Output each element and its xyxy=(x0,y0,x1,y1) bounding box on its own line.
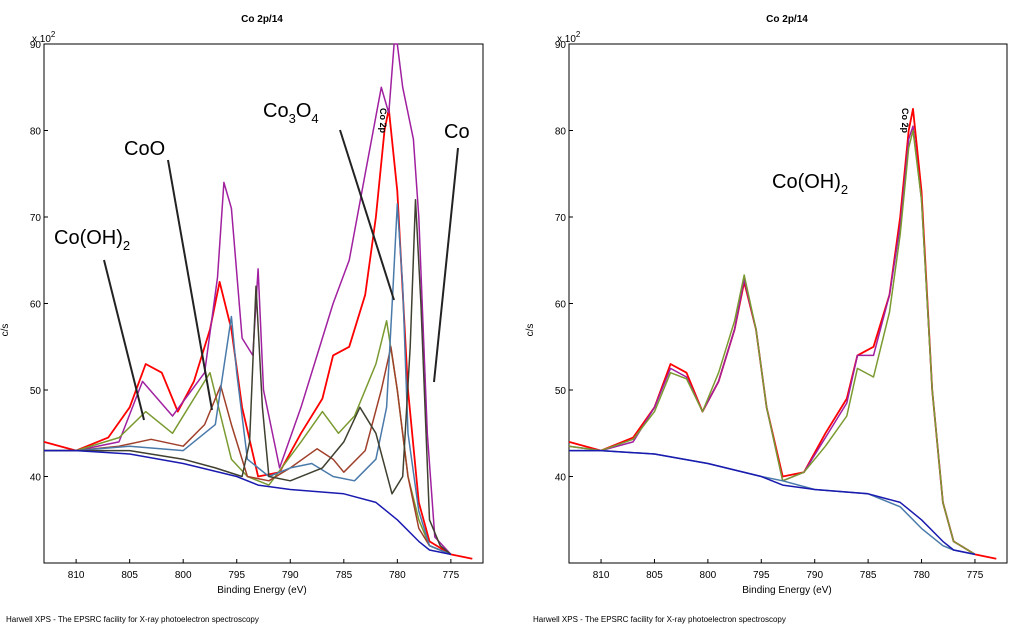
annotation-line-co xyxy=(433,147,459,383)
series-group xyxy=(43,43,473,560)
chart-panel-left: Co 2p/14 40 50 60 70 80 90 810 805 800 795 790 785… xyxy=(0,14,484,596)
series-group xyxy=(568,108,997,560)
x-tick-label: 810 xyxy=(68,570,85,581)
peak-label: Co 2p xyxy=(378,108,388,134)
series-line xyxy=(44,346,452,556)
y-axis-label: c/s xyxy=(525,324,536,337)
y-tick-label: 50 xyxy=(30,386,42,397)
y-tick-label: 50 xyxy=(555,386,567,397)
y-scale-label: x 102 xyxy=(557,30,581,45)
x-tick-label: 795 xyxy=(228,570,245,581)
x-tick-label: 805 xyxy=(646,570,663,581)
x-tick-label: 810 xyxy=(593,570,610,581)
y-axis: 40 50 60 70 80 90 xyxy=(555,40,573,484)
annotation-coo: CoO xyxy=(124,138,165,160)
y-axis: 40 50 60 70 80 90 xyxy=(30,40,48,484)
series-line xyxy=(569,449,976,556)
annotation-cooh2: Co(OH)2 xyxy=(54,227,130,253)
x-axis: 810 805 800 795 790 785 780 775 xyxy=(593,559,984,581)
series-line xyxy=(44,203,452,556)
x-axis-label: Binding Energy (eV) xyxy=(217,585,307,596)
annotation-line-cooh2 xyxy=(103,259,145,421)
y-scale-label: x 102 xyxy=(32,30,56,45)
annotation-co: Co xyxy=(444,121,470,143)
chart-title: Co 2p/14 xyxy=(241,14,283,25)
x-tick-label: 780 xyxy=(389,570,406,581)
footer-right: Harwell XPS - The EPSRC facility for X-r… xyxy=(533,615,786,624)
series-line xyxy=(569,449,976,556)
y-tick-label: 40 xyxy=(555,473,567,484)
chart-panel-right: Co 2p/14 40 50 60 70 80 90 810 805 800 795 790 785… xyxy=(525,14,1008,596)
series-line xyxy=(568,129,976,556)
annotation-line-coo xyxy=(167,159,213,411)
y-axis-label: c/s xyxy=(0,324,11,337)
x-tick-label: 785 xyxy=(335,570,352,581)
y-tick-label: 90 xyxy=(30,40,42,51)
x-tick-label: 805 xyxy=(121,570,138,581)
annotation-cooh2: Co(OH)2 xyxy=(772,171,848,197)
x-tick-label: 790 xyxy=(282,570,299,581)
x-tick-label: 785 xyxy=(860,570,877,581)
series-line xyxy=(44,449,452,556)
y-tick-label: 90 xyxy=(555,40,567,51)
x-tick-label: 800 xyxy=(175,570,192,581)
series-line xyxy=(44,43,452,555)
x-axis: 810 805 800 795 790 785 780 775 xyxy=(68,559,460,581)
annotation-line-co3o4 xyxy=(339,129,395,301)
x-tick-label: 795 xyxy=(753,570,770,581)
x-axis-label: Binding Energy (eV) xyxy=(742,585,832,596)
x-tick-label: 775 xyxy=(967,570,984,581)
chart-title: Co 2p/14 xyxy=(766,14,808,25)
y-tick-label: 40 xyxy=(30,473,42,484)
annotation-co3o4: Co3O4 xyxy=(263,100,319,126)
y-tick-label: 70 xyxy=(555,213,567,224)
series-line xyxy=(44,198,452,555)
x-tick-label: 775 xyxy=(443,570,460,581)
x-tick-label: 790 xyxy=(806,570,823,581)
x-tick-label: 800 xyxy=(700,570,717,581)
y-tick-label: 80 xyxy=(555,127,567,138)
y-tick-label: 80 xyxy=(30,127,42,138)
y-tick-label: 60 xyxy=(555,300,567,311)
x-tick-label: 780 xyxy=(913,570,930,581)
peak-label: Co 2p xyxy=(900,108,910,134)
footer-left: Harwell XPS - The EPSRC facility for X-r… xyxy=(6,615,259,624)
y-tick-label: 60 xyxy=(30,300,42,311)
y-tick-label: 70 xyxy=(30,213,42,224)
